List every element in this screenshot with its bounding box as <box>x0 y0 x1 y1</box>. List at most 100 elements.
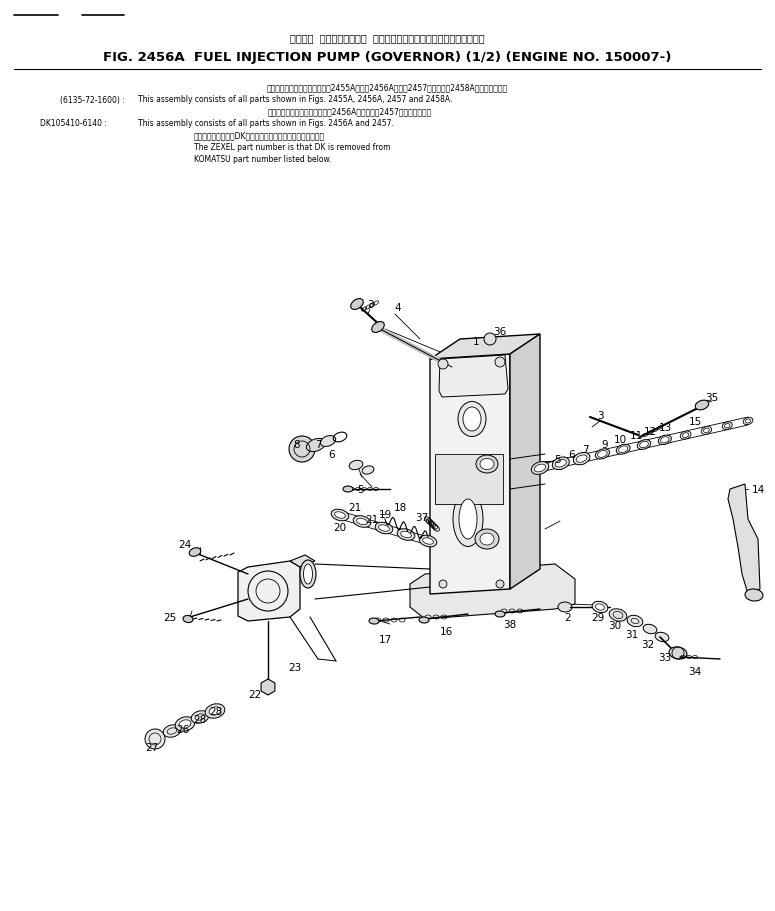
Ellipse shape <box>609 609 627 621</box>
Ellipse shape <box>704 429 709 434</box>
Ellipse shape <box>179 720 191 729</box>
Text: 32: 32 <box>642 640 655 650</box>
Ellipse shape <box>369 619 379 624</box>
Text: 11: 11 <box>629 431 642 441</box>
Ellipse shape <box>475 529 499 549</box>
Ellipse shape <box>745 589 763 601</box>
Text: 2: 2 <box>565 612 571 622</box>
Ellipse shape <box>350 461 363 470</box>
Ellipse shape <box>459 499 477 539</box>
Ellipse shape <box>592 601 608 613</box>
Text: 6: 6 <box>329 449 336 459</box>
Circle shape <box>495 358 505 368</box>
Ellipse shape <box>453 492 483 547</box>
Ellipse shape <box>419 618 429 623</box>
Text: 7: 7 <box>582 445 588 455</box>
Text: 36: 36 <box>494 327 507 337</box>
Text: 9: 9 <box>601 439 608 449</box>
Ellipse shape <box>419 536 437 548</box>
Ellipse shape <box>743 418 753 425</box>
Ellipse shape <box>300 560 316 589</box>
Text: 7: 7 <box>315 439 322 449</box>
Text: 18: 18 <box>394 503 407 512</box>
Ellipse shape <box>422 538 433 545</box>
Text: 5: 5 <box>555 455 561 465</box>
Ellipse shape <box>643 625 657 634</box>
Ellipse shape <box>320 436 336 447</box>
Ellipse shape <box>655 632 669 642</box>
Polygon shape <box>238 561 300 621</box>
Ellipse shape <box>175 717 195 732</box>
Ellipse shape <box>183 616 193 623</box>
Polygon shape <box>510 334 540 589</box>
Polygon shape <box>410 565 575 619</box>
Ellipse shape <box>534 465 546 473</box>
Ellipse shape <box>398 529 415 541</box>
Ellipse shape <box>680 432 691 440</box>
Text: The ZEXEL part number is that DK is removed from: The ZEXEL part number is that DK is remo… <box>194 143 391 152</box>
Ellipse shape <box>480 459 494 470</box>
Text: 30: 30 <box>608 620 622 630</box>
Text: 4: 4 <box>394 302 401 312</box>
Ellipse shape <box>637 440 651 450</box>
Ellipse shape <box>574 453 590 466</box>
Text: This assembly consists of all parts shown in Figs. 2456A and 2457.: This assembly consists of all parts show… <box>138 119 394 128</box>
Ellipse shape <box>191 711 208 723</box>
Text: 31: 31 <box>625 630 639 640</box>
Text: 20: 20 <box>333 522 346 532</box>
Ellipse shape <box>356 518 367 525</box>
Text: 5: 5 <box>356 485 363 495</box>
Ellipse shape <box>189 548 201 557</box>
Text: 34: 34 <box>688 666 701 676</box>
Ellipse shape <box>306 439 326 452</box>
Ellipse shape <box>695 401 709 411</box>
Ellipse shape <box>379 526 389 532</box>
Polygon shape <box>430 354 510 594</box>
Text: 22: 22 <box>248 690 262 700</box>
Ellipse shape <box>304 565 312 584</box>
Text: 28: 28 <box>194 714 207 724</box>
Text: 15: 15 <box>688 416 701 426</box>
Ellipse shape <box>658 435 671 445</box>
Circle shape <box>439 580 447 589</box>
Text: 6: 6 <box>569 449 575 459</box>
Ellipse shape <box>331 509 349 521</box>
Ellipse shape <box>683 434 689 438</box>
Circle shape <box>438 360 448 370</box>
Text: 14: 14 <box>752 485 765 495</box>
Text: 26: 26 <box>177 724 190 734</box>
Ellipse shape <box>701 427 711 435</box>
Text: This assembly consists of all parts shown in Figs. 2455A, 2456A, 2457 and 2458A.: This assembly consists of all parts show… <box>138 96 453 105</box>
Ellipse shape <box>401 532 412 538</box>
Ellipse shape <box>598 451 607 458</box>
Circle shape <box>496 580 504 589</box>
Text: 17: 17 <box>378 634 391 644</box>
Ellipse shape <box>353 517 370 527</box>
Ellipse shape <box>532 462 549 475</box>
Ellipse shape <box>639 442 649 448</box>
Ellipse shape <box>746 419 750 424</box>
Text: 16: 16 <box>439 627 453 636</box>
Text: 28: 28 <box>209 706 222 716</box>
Ellipse shape <box>335 512 346 518</box>
Circle shape <box>289 436 315 463</box>
Text: 8: 8 <box>294 439 301 449</box>
Ellipse shape <box>660 437 669 444</box>
Ellipse shape <box>722 423 732 430</box>
Ellipse shape <box>555 460 567 467</box>
Text: 10: 10 <box>614 435 626 445</box>
Ellipse shape <box>476 456 498 474</box>
Text: 24: 24 <box>178 539 191 549</box>
Ellipse shape <box>595 604 604 610</box>
Ellipse shape <box>343 486 353 493</box>
Text: DK105410-6140 :: DK105410-6140 : <box>40 119 107 128</box>
Text: 品番のメーカー記号DKを除いたものがゼクセルの品番です。: 品番のメーカー記号DKを除いたものがゼクセルの品番です。 <box>194 131 326 140</box>
Ellipse shape <box>725 424 730 428</box>
Ellipse shape <box>164 725 181 737</box>
Polygon shape <box>261 680 275 695</box>
Text: このアセンブリの構成部品は第2455A図、第2456A図、第2457図および第2458A図を含みます。: このアセンブリの構成部品は第2455A図、第2456A図、第2457図および第2… <box>267 84 508 92</box>
Text: 13: 13 <box>659 423 672 433</box>
Text: 21: 21 <box>365 515 379 525</box>
Ellipse shape <box>362 466 374 475</box>
Text: 3: 3 <box>597 411 603 421</box>
